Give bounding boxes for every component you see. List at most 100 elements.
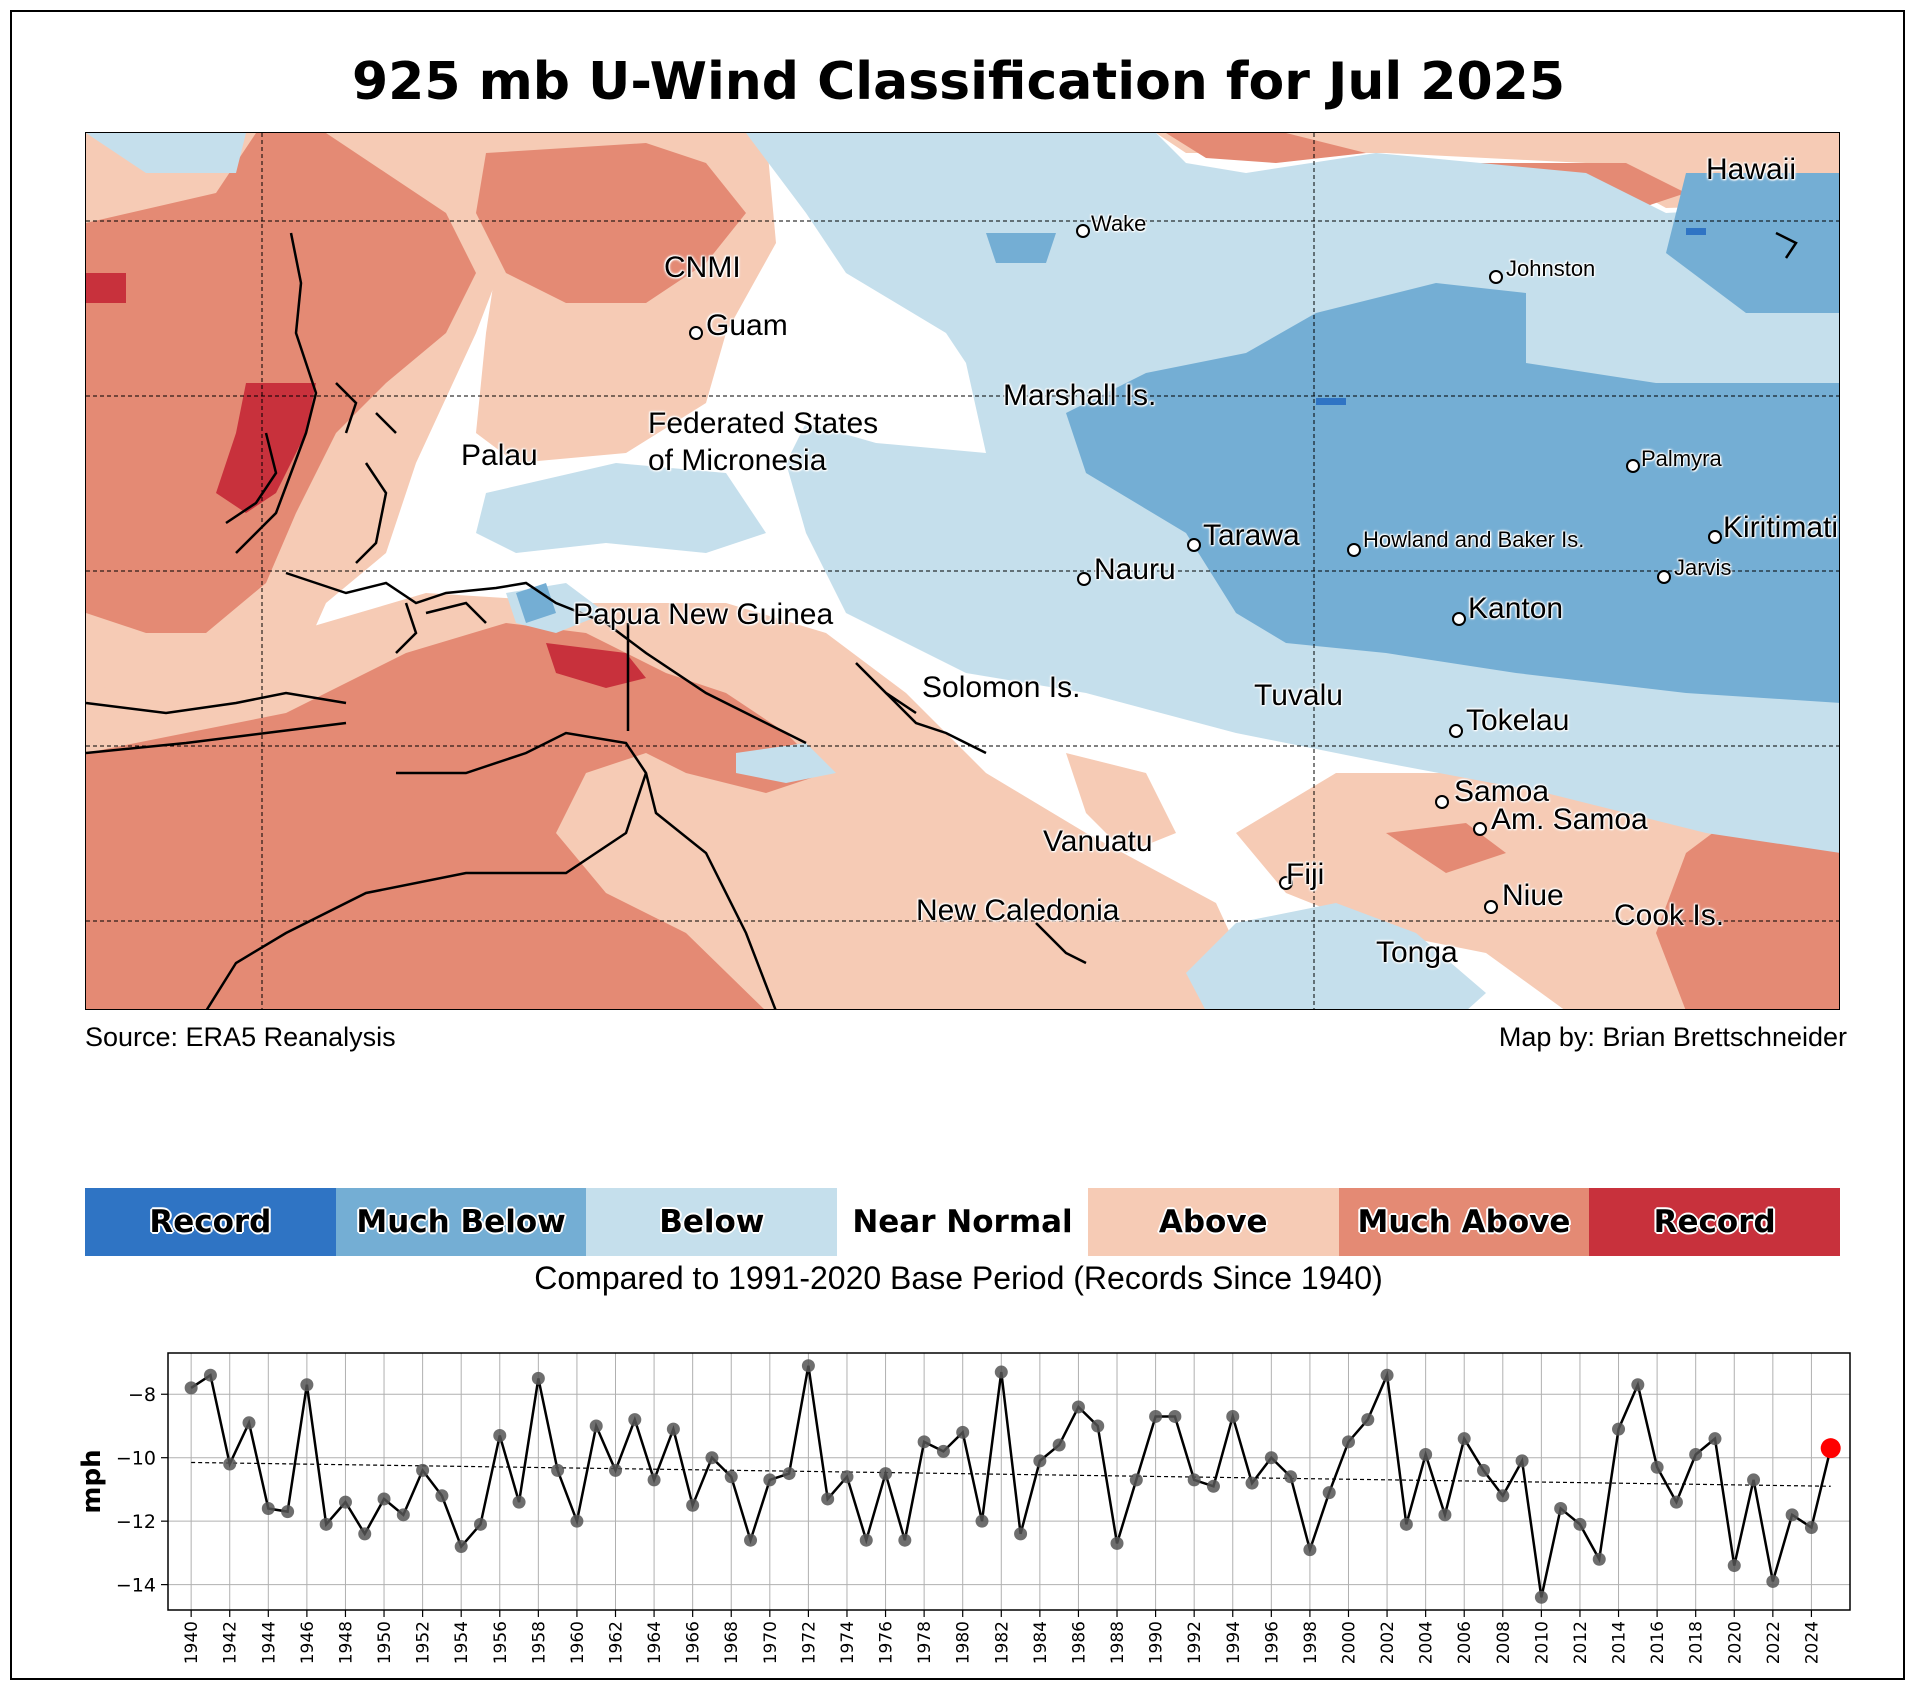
- data-point: [1014, 1527, 1027, 1540]
- data-point: [1689, 1448, 1702, 1461]
- x-tick-label: 1940: [182, 1621, 202, 1664]
- data-point: [937, 1445, 950, 1458]
- base-period-note: Compared to 1991-2020 Base Period (Recor…: [0, 1260, 1917, 1297]
- time-series-chart: −14−12−10−8 1940 1942 1944 1946 1948 1950 1952…: [0, 1340, 1917, 1692]
- data-point: [1033, 1454, 1046, 1467]
- data-point: [1535, 1591, 1548, 1604]
- x-tick-label: 1946: [298, 1621, 318, 1664]
- label-howland: Howland and Baker Is.: [1363, 529, 1584, 551]
- data-point: [416, 1464, 429, 1477]
- series-polyline: [191, 1366, 1831, 1598]
- data-point: [455, 1540, 468, 1553]
- data-point: [1323, 1486, 1336, 1499]
- x-tick-label: 1976: [877, 1621, 897, 1664]
- data-point: [1111, 1537, 1124, 1550]
- data-point: [1516, 1454, 1529, 1467]
- x-tick-label: 1980: [954, 1621, 974, 1664]
- label-palau: Palau: [461, 441, 538, 471]
- x-tick-label: 1950: [375, 1621, 395, 1664]
- legend-above: Above: [1088, 1188, 1339, 1256]
- palmyra-marker: [1626, 459, 1640, 473]
- chart-grid: [168, 1353, 1850, 1610]
- data-point: [1284, 1470, 1297, 1483]
- label-fsm-line2: of Micronesia: [648, 446, 826, 476]
- x-tick-label: 2016: [1648, 1621, 1668, 1664]
- x-tick-label: 1982: [992, 1621, 1012, 1664]
- data-point: [590, 1419, 603, 1432]
- data-point: [358, 1527, 371, 1540]
- data-point: [300, 1378, 313, 1391]
- data-point: [493, 1429, 506, 1442]
- label-tarawa: Tarawa: [1203, 521, 1300, 551]
- data-point: [1246, 1477, 1259, 1490]
- data-point: [262, 1502, 275, 1515]
- data-point: [1573, 1518, 1586, 1531]
- data-point: [1226, 1410, 1239, 1423]
- data-point: [243, 1416, 256, 1429]
- data-point: [1053, 1439, 1066, 1452]
- x-tick-label: 1966: [684, 1621, 704, 1664]
- data-point: [1612, 1423, 1625, 1436]
- data-point: [898, 1534, 911, 1547]
- plot-frame: [168, 1353, 1850, 1610]
- data-point: [551, 1464, 564, 1477]
- data-point: [879, 1467, 892, 1480]
- data-point: [1207, 1480, 1220, 1493]
- data-point: [628, 1413, 641, 1426]
- data-point: [1728, 1559, 1741, 1572]
- y-axis-ticks: −14 −12 −10 −8: [116, 1384, 168, 1596]
- data-point: [570, 1515, 583, 1528]
- data-point: [686, 1499, 699, 1512]
- label-johnston: Johnston: [1506, 258, 1595, 280]
- data-point: [1361, 1413, 1374, 1426]
- label-wake: Wake: [1091, 213, 1146, 235]
- data-point: [995, 1366, 1008, 1379]
- label-tokelau: Tokelau: [1466, 706, 1569, 736]
- x-tick-label: 1984: [1031, 1621, 1051, 1664]
- data-point: [1419, 1448, 1432, 1461]
- jarvis-marker: [1657, 570, 1671, 584]
- x-tick-label: 1952: [414, 1621, 434, 1664]
- legend-below: Below: [586, 1188, 837, 1256]
- x-tick-label: 1992: [1185, 1621, 1205, 1664]
- legend-record-low: Record: [85, 1188, 336, 1256]
- x-tick-label: 1988: [1108, 1621, 1128, 1664]
- figure-title: 925 mb U-Wind Classification for Jul 202…: [0, 52, 1917, 112]
- x-axis-ticks: 1940 1942 1944 1946 1948 1950 1952 1954 1956 1958…: [182, 1610, 1822, 1664]
- data-point: [1708, 1432, 1721, 1445]
- x-tick-label: 2024: [1802, 1621, 1822, 1664]
- data-point: [378, 1492, 391, 1505]
- data-point: [1477, 1464, 1490, 1477]
- label-kanton: Kanton: [1468, 594, 1563, 624]
- data-point: [1303, 1543, 1316, 1556]
- data-point: [1438, 1508, 1451, 1521]
- tarawa-marker: [1187, 538, 1201, 552]
- data-point: [397, 1508, 410, 1521]
- x-tick-label: 1978: [915, 1621, 935, 1664]
- data-point: [705, 1451, 718, 1464]
- data-point: [648, 1473, 661, 1486]
- label-vanuatu: Vanuatu: [1043, 827, 1153, 857]
- kiritimati-marker: [1708, 530, 1722, 544]
- data-point: [185, 1381, 198, 1394]
- data-point: [1554, 1502, 1567, 1515]
- credit-text: Map by: Brian Brettschneider: [1499, 1022, 1847, 1053]
- wake-marker: [1076, 224, 1090, 238]
- data-point: [840, 1470, 853, 1483]
- legend-much-above: Much Above: [1339, 1188, 1590, 1256]
- data-point: [1670, 1496, 1683, 1509]
- legend-much-below: Much Below: [336, 1188, 587, 1256]
- label-guam: Guam: [706, 311, 788, 341]
- x-tick-label: 2008: [1494, 1621, 1514, 1664]
- x-tick-label: 1968: [722, 1621, 742, 1664]
- x-tick-label: 2004: [1417, 1621, 1437, 1664]
- y-tick-label: −10: [116, 1448, 156, 1470]
- trend-segment: [191, 1462, 1831, 1486]
- label-hawaii: Hawaii: [1706, 155, 1796, 185]
- legend-record-high: Record: [1589, 1188, 1840, 1256]
- x-tick-label: 1954: [452, 1621, 472, 1664]
- data-point: [1265, 1451, 1278, 1464]
- data-point: [918, 1435, 931, 1448]
- y-axis-label: mph: [77, 1449, 107, 1513]
- label-cook: Cook Is.: [1614, 901, 1724, 931]
